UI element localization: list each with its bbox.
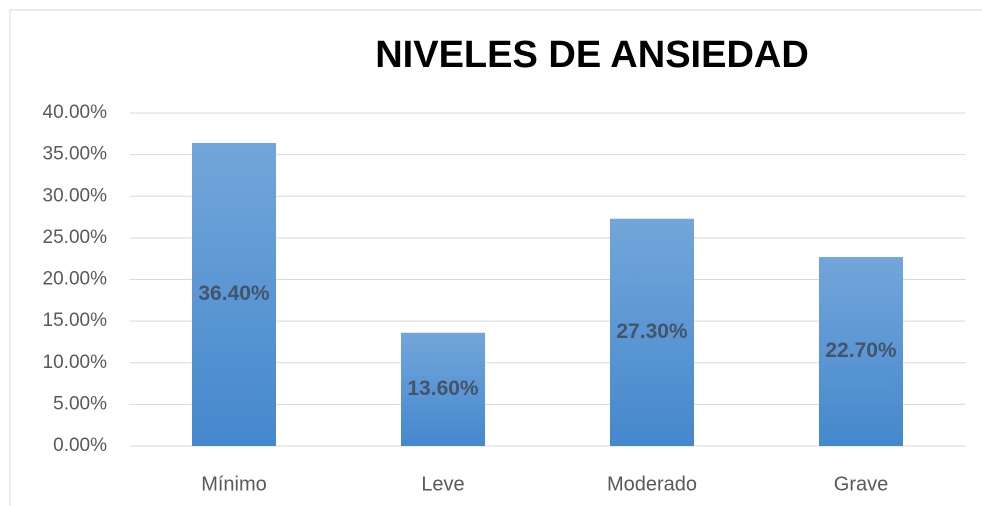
chart-border bbox=[9, 9, 982, 506]
y-tick-label: 0.00% bbox=[53, 435, 107, 456]
y-tick-label: 25.00% bbox=[43, 227, 108, 248]
data-label: 27.30% bbox=[616, 320, 688, 343]
data-label: 13.60% bbox=[407, 377, 479, 400]
bar bbox=[192, 142, 276, 446]
y-tick-label: 40.00% bbox=[43, 102, 108, 123]
x-tick-label: Leve bbox=[421, 473, 464, 495]
x-tick-label: Grave bbox=[834, 473, 888, 495]
chart-title: NIVELES DE ANSIEDAD bbox=[375, 34, 809, 76]
bar bbox=[401, 332, 485, 446]
y-tick-label: 30.00% bbox=[43, 185, 108, 206]
y-tick-label: 15.00% bbox=[43, 310, 108, 331]
data-label: 22.70% bbox=[825, 339, 897, 362]
y-tick-label: 20.00% bbox=[43, 269, 108, 290]
bar bbox=[610, 218, 694, 446]
bar bbox=[819, 257, 903, 446]
y-tick-label: 10.00% bbox=[43, 352, 108, 373]
y-tick-label: 35.00% bbox=[43, 144, 108, 165]
y-tick-label: 5.00% bbox=[53, 393, 107, 414]
x-tick-label: Moderado bbox=[607, 473, 697, 495]
x-tick-label: Mínimo bbox=[201, 473, 267, 495]
data-label: 36.40% bbox=[198, 282, 270, 305]
